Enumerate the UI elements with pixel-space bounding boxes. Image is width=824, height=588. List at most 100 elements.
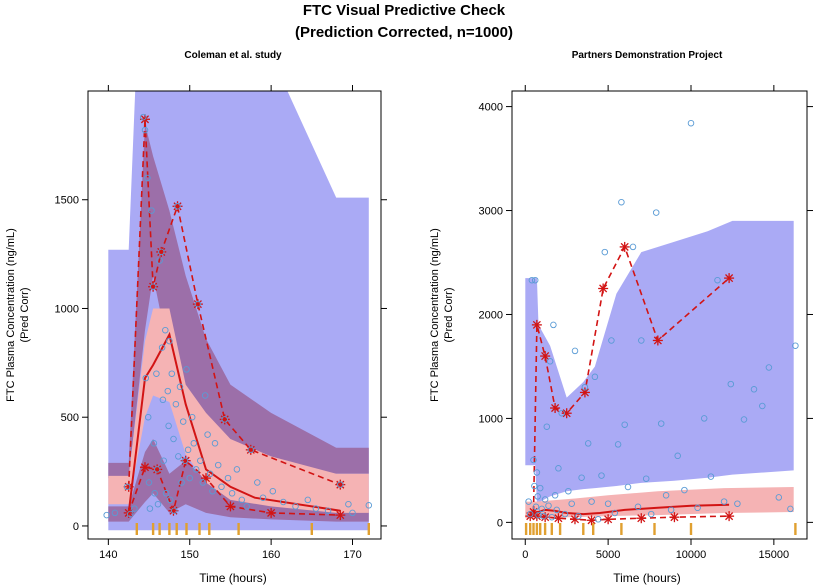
panel-2-lower-marker-8-d2 [670, 513, 679, 522]
panel-1-observed-point-71 [337, 481, 344, 488]
panel-2-rug-mark-13 [794, 523, 797, 535]
panel-1-lower-marker-5 [201, 473, 212, 484]
panel-2-xtick-label-1: 5000 [596, 549, 620, 561]
panel-1-prediction-interval-band [108, 91, 369, 531]
panel-2-observed-point-56 [700, 415, 708, 422]
panel-1-xlabel: Time (hours) [199, 571, 267, 585]
panel-2-observed-point-35 [601, 248, 609, 256]
panel-1-xtick-label-2: 160 [262, 549, 280, 561]
panel-2-rug-mark-10 [620, 523, 623, 535]
panel-2-observed-point-25 [568, 500, 575, 507]
panel-2-observed-point-10 [536, 484, 544, 492]
panel-2-observed-point-43 [629, 243, 637, 251]
panel-2-rug-mark-3 [535, 523, 539, 535]
panel-2-upper-marker-1 [531, 319, 542, 330]
panel-1-lower-marker-2 [152, 464, 163, 475]
panel-2-observed-point-8 [534, 493, 541, 500]
panel-1-observed-point-11 [146, 505, 154, 512]
panel-1-observed-point-61 [243, 503, 250, 510]
panel-2-observed-point-27 [575, 512, 582, 520]
panel-1-observed-point-32 [171, 507, 178, 514]
panel-1-observed-point-20 [158, 248, 165, 256]
panel-2-observed-point-67 [787, 505, 794, 513]
panel-1-observed-point-59 [233, 466, 241, 473]
panel-1-observed-point-31 [170, 435, 177, 443]
panel-1-upper-marker-4 [172, 201, 183, 212]
panel-1-ylabel-line2: (Pred Corr) [19, 287, 31, 342]
panel-1-observed-point-36 [176, 383, 184, 391]
panel-2-ytick-label-1: 1000 [479, 413, 503, 425]
panel-2-observed-point-15 [545, 502, 552, 509]
panel-2-rug-mark-7 [558, 523, 562, 535]
panel-2-lower-marker-7 [636, 513, 647, 524]
panel-1-observed-point-35 [175, 453, 182, 460]
figure-subtitle: (Prediction Corrected, n=1000) [295, 24, 513, 41]
panel-2-observed-point-57 [707, 473, 715, 480]
panel-2-observed-median-line [530, 503, 730, 516]
panel-2-observed-point-12 [540, 512, 547, 520]
panel-2-observed-point-54 [687, 119, 695, 127]
panel-1-observed-lower-percentile-line [127, 459, 341, 516]
panel-2-observed-point-34 [598, 472, 605, 479]
panel-1-observed-point-56 [221, 416, 228, 423]
panel-1-observed-point-47 [197, 457, 204, 464]
panel-1-upper-marker-8 [335, 479, 346, 490]
panel-2-rug-mark-5 [543, 523, 547, 535]
panel-1-observed-point-50 [204, 431, 211, 438]
panel-1-observed-point-69 [312, 505, 320, 512]
panel-1-observed-point-66 [280, 498, 287, 506]
panel-1-observed-point-45 [192, 466, 200, 473]
panel-2-rug-mark-2 [532, 523, 535, 535]
panel-1-upper-percentile-ci-band [108, 123, 369, 479]
panel-1-observed-point-42 [186, 474, 193, 482]
panel-1-frame [87, 90, 382, 540]
panel-2-lower-marker-5 [586, 515, 597, 526]
panel-2-ylabel-line1: FTC Plasma Concentration (ng/mL) [429, 228, 441, 402]
panel-2-observed-point-32 [591, 373, 599, 381]
panel-1-observed-point-60 [238, 496, 246, 504]
panel-1-rug-mark-9 [310, 523, 313, 535]
panel-2-observed-point-22 [558, 409, 565, 417]
panel-2-observed-point-65 [765, 364, 773, 371]
panel-2-rug-mark-8 [582, 523, 585, 535]
panel-2-observed-point-28 [578, 474, 585, 481]
panel-1-observed-point-2 [123, 483, 131, 491]
panel-1-lower-marker-0-d2 [124, 508, 133, 517]
panel-1-observed-point-23 [160, 457, 167, 464]
panel-1-observed-median-line [127, 331, 341, 514]
panel-2-observed-point-29 [581, 383, 589, 391]
panel-1-lower-marker-2-d2 [153, 465, 162, 474]
panel-1-observed-point-18 [154, 500, 162, 508]
panel-1-observed-point-10 [145, 479, 153, 486]
panel-2-upper-marker-7 [619, 241, 630, 252]
panel-1-observed-point-58 [228, 490, 236, 497]
panel-1-observed-point-29 [166, 496, 174, 504]
panel-2-ylabel: FTC Plasma Concentration (ng/mL) (Pred C… [429, 228, 455, 402]
panel-2-upper-marker-6-d2 [599, 284, 608, 293]
panel-1-observed-point-70 [324, 507, 332, 514]
panel-1-rug-mark-10 [367, 523, 370, 535]
panel-1-observed-point-14 [150, 440, 158, 447]
panel-1-rug-mark-0 [135, 523, 138, 535]
panel-2-observed-point-36 [604, 500, 612, 507]
panel-2-observed-point-9 [535, 511, 542, 519]
panel-2-upper-marker-3-d2 [551, 403, 560, 413]
panel-1-ylabel: FTC Plasma Concentration (ng/mL) (Pred C… [5, 228, 31, 402]
panel-1-observed-point-28 [166, 337, 173, 345]
panel-1-observed-point-43 [188, 413, 196, 421]
panel-1-observed-point-15 [151, 490, 158, 497]
panel-2-ytick-label-3: 3000 [479, 206, 503, 218]
panel-1-rug-mark-4 [175, 523, 178, 535]
panel-2-observed-point-60 [727, 380, 735, 388]
panel-2-observed-point-21 [555, 465, 562, 472]
panel-1-upper-marker-5 [192, 299, 203, 310]
panel-1-observed-point-12 [148, 207, 155, 214]
panel-2-observed-point-68 [792, 342, 799, 349]
panel-1-observed-point-55 [218, 483, 225, 491]
panel-1-rug-mark-5 [185, 523, 188, 535]
panel-1-observed-point-51 [206, 470, 214, 478]
panel-1-lower-marker-8 [335, 510, 346, 521]
panel-1-ylabel-line1: FTC Plasma Concentration (ng/mL) [5, 228, 17, 402]
panel-1-upper-marker-6 [219, 414, 230, 425]
